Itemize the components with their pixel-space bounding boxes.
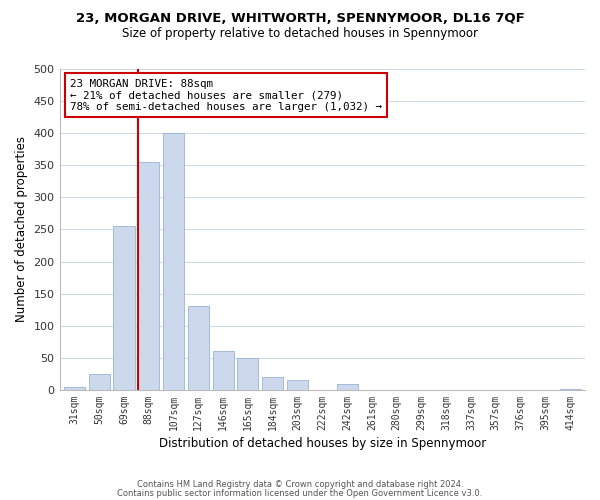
Bar	[163, 133, 184, 390]
Text: 23 MORGAN DRIVE: 88sqm
← 21% of detached houses are smaller (279)
78% of semi-de: 23 MORGAN DRIVE: 88sqm ← 21% of detached…	[70, 78, 382, 112]
X-axis label: Distribution of detached houses by size in Spennymoor: Distribution of detached houses by size …	[158, 437, 486, 450]
Text: Contains HM Land Registry data © Crown copyright and database right 2024.: Contains HM Land Registry data © Crown c…	[137, 480, 463, 489]
Bar	[212, 352, 233, 390]
Bar	[113, 226, 134, 390]
Y-axis label: Number of detached properties: Number of detached properties	[15, 136, 28, 322]
Bar	[262, 377, 283, 390]
Text: Contains public sector information licensed under the Open Government Licence v3: Contains public sector information licen…	[118, 488, 482, 498]
Bar	[560, 388, 581, 390]
Bar	[337, 384, 358, 390]
Bar	[64, 386, 85, 390]
Bar	[89, 374, 110, 390]
Bar	[238, 358, 259, 390]
Text: 23, MORGAN DRIVE, WHITWORTH, SPENNYMOOR, DL16 7QF: 23, MORGAN DRIVE, WHITWORTH, SPENNYMOOR,…	[76, 12, 524, 26]
Bar	[188, 306, 209, 390]
Bar	[138, 162, 160, 390]
Text: Size of property relative to detached houses in Spennymoor: Size of property relative to detached ho…	[122, 28, 478, 40]
Bar	[287, 380, 308, 390]
